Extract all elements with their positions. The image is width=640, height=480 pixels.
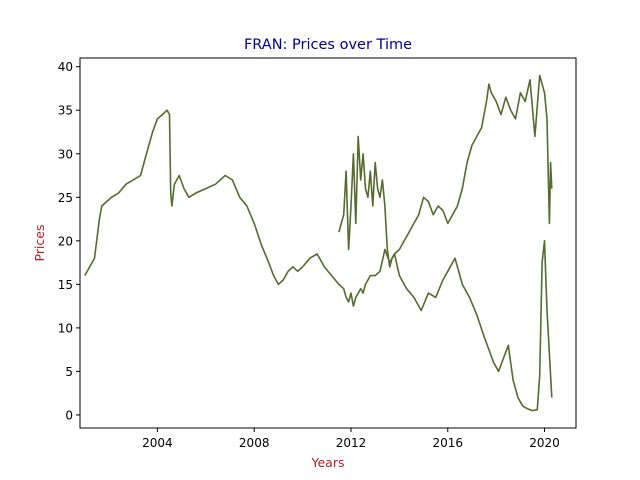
y-tick-label: 35 <box>58 104 73 118</box>
plot-area <box>79 57 577 429</box>
series-layer <box>84 74 553 412</box>
y-tick-label: 40 <box>58 60 73 74</box>
series-line-1 <box>84 109 553 412</box>
x-tick-label: 2016 <box>432 436 463 450</box>
x-axis: 2004 2008 2012 2016 2020 <box>142 428 560 450</box>
y-tick-label: 25 <box>58 191 73 205</box>
y-tick-label: 20 <box>58 234 73 248</box>
y-tick-label: 10 <box>58 321 73 335</box>
y-tick-label: 0 <box>65 408 73 422</box>
x-axis-label: Years <box>311 455 345 470</box>
x-tick-label: 2020 <box>529 436 560 450</box>
chart-title: FRAN: Prices over Time <box>244 37 412 53</box>
y-tick-label: 5 <box>65 365 73 379</box>
y-tick-label: 15 <box>58 278 73 292</box>
series-line-2 <box>338 74 553 268</box>
plot-frame <box>79 57 577 429</box>
y-axis: 0 5 10 15 20 25 30 35 40 <box>58 60 80 422</box>
x-tick-label: 2004 <box>142 436 173 450</box>
x-tick-label: 2012 <box>336 436 367 450</box>
y-tick-label: 30 <box>58 147 73 161</box>
x-tick-label: 2008 <box>239 436 270 450</box>
y-axis-label: Prices <box>32 224 47 261</box>
